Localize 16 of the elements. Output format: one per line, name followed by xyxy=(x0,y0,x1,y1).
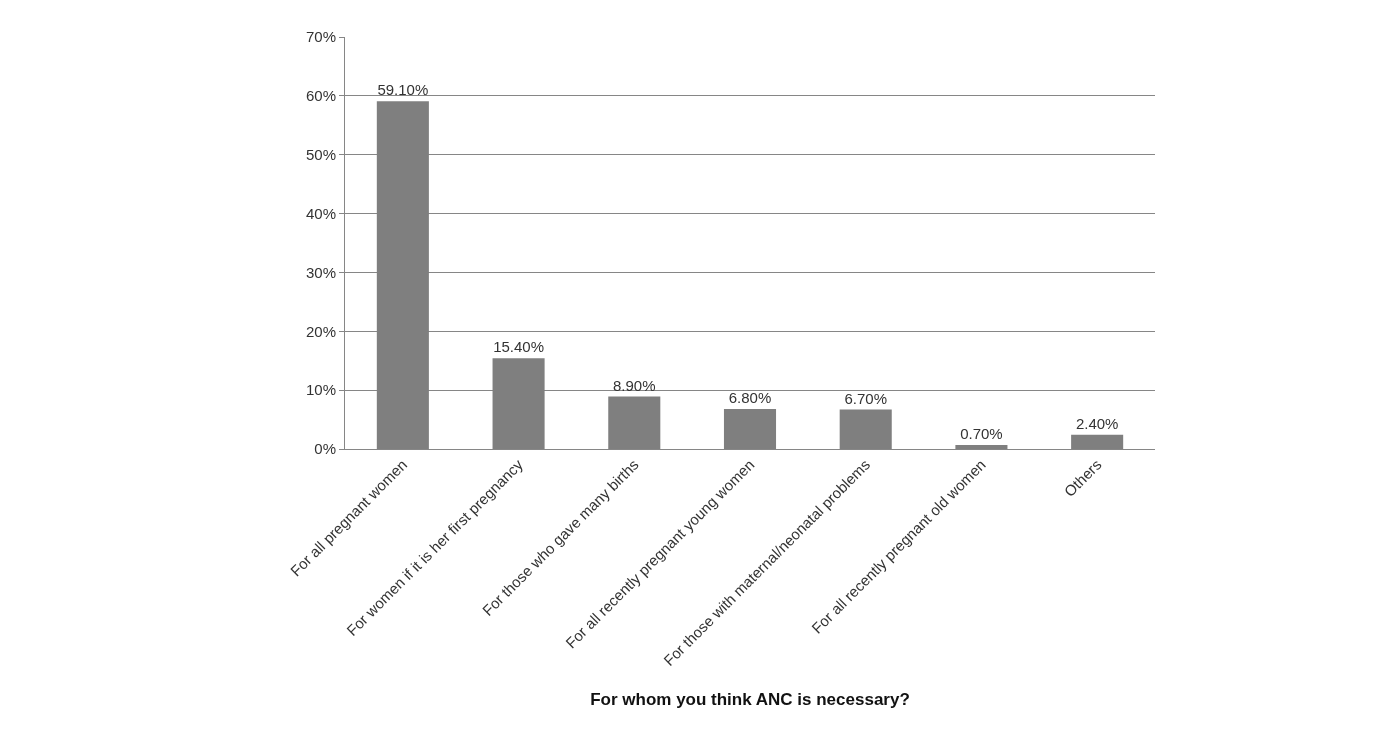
x-axis-title: For whom you think ANC is necessary? xyxy=(590,690,910,710)
data-label: 6.70% xyxy=(844,389,887,407)
y-tick-label: 40% xyxy=(305,204,336,222)
y-tick-label: 20% xyxy=(305,322,336,340)
y-tick-label: 10% xyxy=(305,381,336,399)
data-label: 2.40% xyxy=(1075,414,1119,432)
data-label: 8.90% xyxy=(613,376,656,394)
y-tick-label: 30% xyxy=(305,263,336,281)
y-tick-label: 50% xyxy=(305,145,336,163)
data-label: 0.70% xyxy=(960,424,1003,442)
data-label: 59.10% xyxy=(377,81,429,99)
data-label: 6.80% xyxy=(728,388,772,406)
y-tick-label: 70% xyxy=(305,28,336,46)
y-tick-label: 60% xyxy=(305,87,336,105)
data-label: 15.40% xyxy=(493,338,545,356)
y-tick-label: 0% xyxy=(314,440,336,458)
